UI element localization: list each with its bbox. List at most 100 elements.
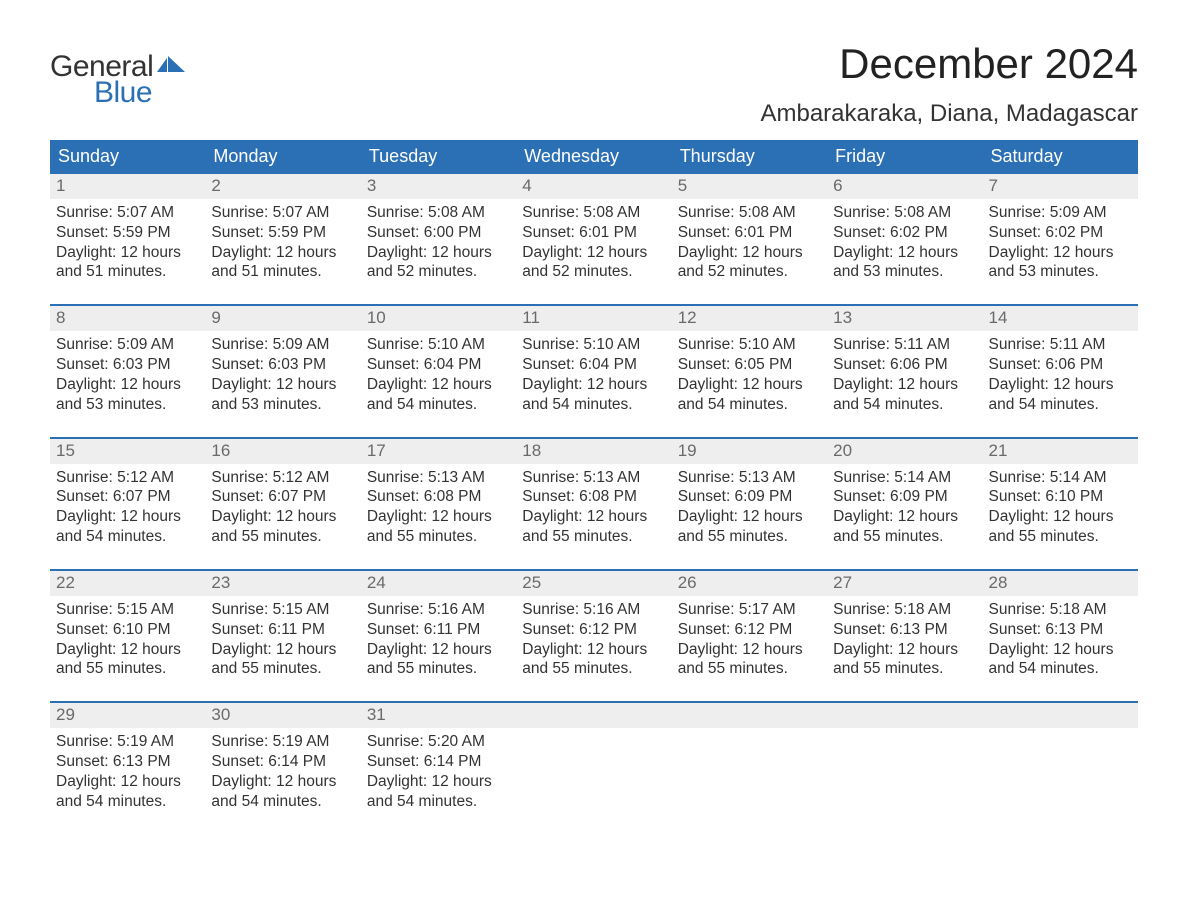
sunset-line: Sunset: 6:08 PM xyxy=(522,487,665,507)
title-block: December 2024 Ambarakaraka, Diana, Madag… xyxy=(760,40,1138,128)
sunset-line: Sunset: 6:07 PM xyxy=(211,487,354,507)
sunrise-line: Sunrise: 5:10 AM xyxy=(367,335,510,355)
sunset-line: Sunset: 6:02 PM xyxy=(833,223,976,243)
day-number: 6 xyxy=(827,174,982,199)
day-cell: 10Sunrise: 5:10 AMSunset: 6:04 PMDayligh… xyxy=(361,306,516,418)
day-number: 24 xyxy=(361,571,516,596)
sunset-line: Sunset: 6:02 PM xyxy=(989,223,1132,243)
daylight-line: Daylight: 12 hours and 53 minutes. xyxy=(56,375,199,415)
daylight-line: Daylight: 12 hours and 53 minutes. xyxy=(833,243,976,283)
day-number: 13 xyxy=(827,306,982,331)
day-number: 12 xyxy=(672,306,827,331)
day-header-friday: Friday xyxy=(827,140,982,174)
daylight-line: Daylight: 12 hours and 51 minutes. xyxy=(56,243,199,283)
day-cell: 19Sunrise: 5:13 AMSunset: 6:09 PMDayligh… xyxy=(672,439,827,551)
day-number: 21 xyxy=(983,439,1138,464)
day-number: 26 xyxy=(672,571,827,596)
day-number: 11 xyxy=(516,306,671,331)
day-cell: 30Sunrise: 5:19 AMSunset: 6:14 PMDayligh… xyxy=(205,703,360,815)
logo-flag-icon xyxy=(157,56,187,81)
logo: General Blue xyxy=(50,50,187,110)
day-cell: 20Sunrise: 5:14 AMSunset: 6:09 PMDayligh… xyxy=(827,439,982,551)
empty-day xyxy=(983,703,1138,728)
day-cell: 28Sunrise: 5:18 AMSunset: 6:13 PMDayligh… xyxy=(983,571,1138,683)
day-number: 10 xyxy=(361,306,516,331)
sunrise-line: Sunrise: 5:10 AM xyxy=(678,335,821,355)
day-body: Sunrise: 5:18 AMSunset: 6:13 PMDaylight:… xyxy=(827,596,982,683)
day-number: 7 xyxy=(983,174,1138,199)
day-number: 20 xyxy=(827,439,982,464)
day-cell: 11Sunrise: 5:10 AMSunset: 6:04 PMDayligh… xyxy=(516,306,671,418)
daylight-line: Daylight: 12 hours and 54 minutes. xyxy=(833,375,976,415)
sunrise-line: Sunrise: 5:09 AM xyxy=(56,335,199,355)
sunrise-line: Sunrise: 5:08 AM xyxy=(833,203,976,223)
month-title: December 2024 xyxy=(760,40,1138,88)
daylight-line: Daylight: 12 hours and 55 minutes. xyxy=(211,640,354,680)
daylight-line: Daylight: 12 hours and 54 minutes. xyxy=(989,640,1132,680)
daylight-line: Daylight: 12 hours and 54 minutes. xyxy=(211,772,354,812)
sunset-line: Sunset: 6:05 PM xyxy=(678,355,821,375)
sunrise-line: Sunrise: 5:17 AM xyxy=(678,600,821,620)
day-body: Sunrise: 5:16 AMSunset: 6:11 PMDaylight:… xyxy=(361,596,516,683)
week-row: 1Sunrise: 5:07 AMSunset: 5:59 PMDaylight… xyxy=(50,174,1138,286)
daylight-line: Daylight: 12 hours and 54 minutes. xyxy=(989,375,1132,415)
daylight-line: Daylight: 12 hours and 55 minutes. xyxy=(367,507,510,547)
day-body: Sunrise: 5:10 AMSunset: 6:04 PMDaylight:… xyxy=(516,331,671,418)
day-cell: 13Sunrise: 5:11 AMSunset: 6:06 PMDayligh… xyxy=(827,306,982,418)
day-cell: 3Sunrise: 5:08 AMSunset: 6:00 PMDaylight… xyxy=(361,174,516,286)
daylight-line: Daylight: 12 hours and 53 minutes. xyxy=(211,375,354,415)
sunrise-line: Sunrise: 5:13 AM xyxy=(367,468,510,488)
day-number: 19 xyxy=(672,439,827,464)
daylight-line: Daylight: 12 hours and 55 minutes. xyxy=(678,507,821,547)
day-body: Sunrise: 5:12 AMSunset: 6:07 PMDaylight:… xyxy=(205,464,360,551)
sunrise-line: Sunrise: 5:18 AM xyxy=(989,600,1132,620)
day-body: Sunrise: 5:14 AMSunset: 6:09 PMDaylight:… xyxy=(827,464,982,551)
day-header-saturday: Saturday xyxy=(983,140,1138,174)
day-body: Sunrise: 5:18 AMSunset: 6:13 PMDaylight:… xyxy=(983,596,1138,683)
day-number: 28 xyxy=(983,571,1138,596)
sunset-line: Sunset: 6:11 PM xyxy=(211,620,354,640)
empty-day xyxy=(672,703,827,728)
sunset-line: Sunset: 6:06 PM xyxy=(833,355,976,375)
sunrise-line: Sunrise: 5:14 AM xyxy=(989,468,1132,488)
sunrise-line: Sunrise: 5:07 AM xyxy=(56,203,199,223)
sunrise-line: Sunrise: 5:18 AM xyxy=(833,600,976,620)
sunset-line: Sunset: 6:13 PM xyxy=(833,620,976,640)
day-body: Sunrise: 5:09 AMSunset: 6:03 PMDaylight:… xyxy=(50,331,205,418)
day-body: Sunrise: 5:12 AMSunset: 6:07 PMDaylight:… xyxy=(50,464,205,551)
sunset-line: Sunset: 6:00 PM xyxy=(367,223,510,243)
week-row: 29Sunrise: 5:19 AMSunset: 6:13 PMDayligh… xyxy=(50,701,1138,815)
week-row: 15Sunrise: 5:12 AMSunset: 6:07 PMDayligh… xyxy=(50,437,1138,551)
day-cell xyxy=(983,703,1138,815)
daylight-line: Daylight: 12 hours and 54 minutes. xyxy=(56,772,199,812)
day-cell: 18Sunrise: 5:13 AMSunset: 6:08 PMDayligh… xyxy=(516,439,671,551)
day-body: Sunrise: 5:19 AMSunset: 6:14 PMDaylight:… xyxy=(205,728,360,815)
sunrise-line: Sunrise: 5:13 AM xyxy=(522,468,665,488)
empty-day xyxy=(516,703,671,728)
day-number: 22 xyxy=(50,571,205,596)
sunrise-line: Sunrise: 5:10 AM xyxy=(522,335,665,355)
day-header-tuesday: Tuesday xyxy=(361,140,516,174)
day-cell: 6 Sunrise: 5:08 AMSunset: 6:02 PMDaylight… xyxy=(827,174,982,286)
day-body: Sunrise: 5:08 AMSunset: 6:01 PMDaylight:… xyxy=(672,199,827,286)
sunset-line: Sunset: 6:13 PM xyxy=(989,620,1132,640)
day-number: 2 xyxy=(205,174,360,199)
day-cell: 29Sunrise: 5:19 AMSunset: 6:13 PMDayligh… xyxy=(50,703,205,815)
day-cell: 27Sunrise: 5:18 AMSunset: 6:13 PMDayligh… xyxy=(827,571,982,683)
day-cell: 31Sunrise: 5:20 AMSunset: 6:14 PMDayligh… xyxy=(361,703,516,815)
day-number: 14 xyxy=(983,306,1138,331)
sunset-line: Sunset: 6:14 PM xyxy=(367,752,510,772)
sunrise-line: Sunrise: 5:08 AM xyxy=(522,203,665,223)
day-number: 15 xyxy=(50,439,205,464)
sunrise-line: Sunrise: 5:13 AM xyxy=(678,468,821,488)
day-body: Sunrise: 5:10 AMSunset: 6:05 PMDaylight:… xyxy=(672,331,827,418)
day-cell: 16Sunrise: 5:12 AMSunset: 6:07 PMDayligh… xyxy=(205,439,360,551)
daylight-line: Daylight: 12 hours and 55 minutes. xyxy=(989,507,1132,547)
day-cell: 4Sunrise: 5:08 AMSunset: 6:01 PMDaylight… xyxy=(516,174,671,286)
day-cell: 23Sunrise: 5:15 AMSunset: 6:11 PMDayligh… xyxy=(205,571,360,683)
daylight-line: Daylight: 12 hours and 52 minutes. xyxy=(678,243,821,283)
day-number: 30 xyxy=(205,703,360,728)
daylight-line: Daylight: 12 hours and 55 minutes. xyxy=(522,507,665,547)
day-cell xyxy=(516,703,671,815)
sunrise-line: Sunrise: 5:16 AM xyxy=(522,600,665,620)
